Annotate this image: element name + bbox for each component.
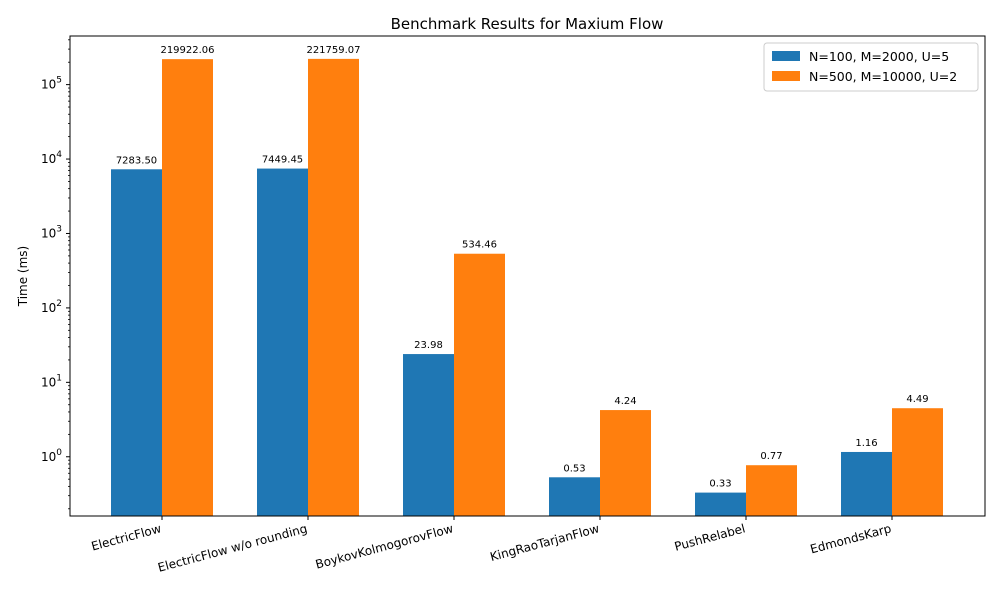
- bar-series-1-2: [403, 354, 454, 516]
- bar-value-label-series-1-1: 7449.45: [262, 155, 303, 166]
- bar-labels-group: 7283.50 219922.06 7449.45 221759.07 23.98 534…: [116, 45, 929, 490]
- x-tick-label: PushRelabel: [673, 521, 747, 553]
- bar-value-label-series-2-2: 534.46: [462, 240, 497, 251]
- legend-swatch-series-2: [772, 71, 800, 81]
- x-tick-label: BoykovKolmogorovFlow: [314, 521, 455, 571]
- legend-label-series-1: N=100, M=2000, U=5: [809, 49, 949, 64]
- bar-value-label-series-1-2: 23.98: [414, 340, 443, 351]
- bar-value-label-series-2-1: 221759.07: [306, 45, 360, 56]
- y-axis-label: Time (ms): [16, 246, 30, 308]
- legend-swatch-series-1: [772, 51, 800, 61]
- y-tick-label: 102: [41, 299, 62, 315]
- bar-series-2-5: [892, 408, 943, 516]
- y-tick-label: 103: [41, 224, 62, 240]
- y-tick-label: 104: [41, 150, 62, 166]
- bar-value-label-series-1-3: 0.53: [563, 463, 585, 474]
- bar-value-label-series-1-4: 0.33: [709, 479, 731, 490]
- bar-value-label-series-2-5: 4.49: [906, 394, 928, 405]
- bar-series-2-3: [600, 410, 651, 516]
- bar-series-2-4: [746, 465, 797, 516]
- legend: N=100, M=2000, U=5 N=500, M=10000, U=2: [763, 42, 979, 92]
- bar-series-2-2: [454, 253, 505, 516]
- plot-frame: [69, 35, 986, 517]
- x-tick-label: ElectricFlow w/o rounding: [156, 521, 308, 574]
- chart-title: Benchmark Results for Maxium Flow: [391, 15, 664, 33]
- bar-value-label-series-1-0: 7283.50: [116, 155, 157, 166]
- legend-box: [763, 42, 979, 92]
- bar-series-2-1: [308, 58, 359, 517]
- bar-series-2-0: [162, 59, 213, 517]
- y-axis: 100 101 102 103 104 105: [41, 39, 70, 510]
- bar-value-label-series-2-3: 4.24: [614, 396, 636, 407]
- bars-group: [111, 58, 943, 517]
- bar-series-1-1: [257, 168, 308, 516]
- bar-series-1-5: [841, 451, 892, 516]
- y-tick-label: 101: [41, 373, 62, 389]
- bar-series-1-0: [111, 169, 162, 517]
- x-tick-label: KingRaoTarjanFlow: [488, 521, 600, 564]
- bar-series-1-3: [549, 477, 600, 516]
- bar-value-label-series-1-5: 1.16: [855, 438, 877, 449]
- legend-label-series-2: N=500, M=10000, U=2: [809, 69, 957, 84]
- x-tick-label: ElectricFlow: [90, 521, 163, 553]
- bar-value-label-series-2-0: 219922.06: [160, 45, 214, 56]
- bar-series-1-4: [695, 492, 746, 516]
- y-tick-label: 105: [41, 76, 62, 92]
- x-tick-label: EdmondsKarp: [809, 521, 893, 556]
- bar-value-label-series-2-4: 0.77: [760, 451, 782, 462]
- y-tick-label: 100: [41, 448, 62, 464]
